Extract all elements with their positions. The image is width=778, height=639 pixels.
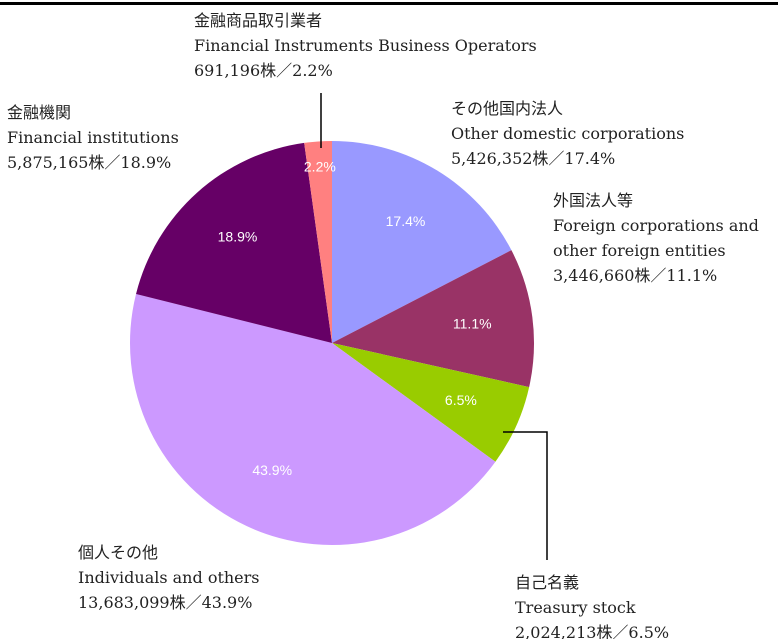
category-name-en: Treasury stock bbox=[515, 598, 636, 617]
category-name: 外国法人等 bbox=[553, 191, 634, 210]
slice-label: 6.5% bbox=[445, 392, 477, 408]
category-name-en: Financial institutions bbox=[7, 128, 179, 147]
category-name: 金融機関 bbox=[7, 103, 72, 122]
share-label: 5,426,352株／17.4% bbox=[451, 149, 616, 168]
slice-label: 2.2% bbox=[304, 158, 336, 174]
category-label: その他国内法人 Other domestic corporations 5,426,… bbox=[451, 96, 684, 171]
pie-slice bbox=[332, 343, 530, 462]
slice-label: 43.9% bbox=[252, 462, 292, 478]
category-name-en: Financial Instruments Business Operators bbox=[194, 36, 537, 55]
slice-label: 17.4% bbox=[386, 213, 426, 229]
category-label: 金融機関 Financial institutions 5,875,165株／18.… bbox=[7, 100, 179, 175]
category-label: 自己名義 Treasury stock 2,024,213株／6.5% bbox=[515, 570, 669, 639]
category-name: 金融商品取引業者 bbox=[194, 11, 323, 30]
category-label: 金融商品取引業者 Financial Instruments Business O… bbox=[194, 8, 537, 83]
leader-line bbox=[503, 431, 548, 560]
pie-slice bbox=[136, 142, 332, 343]
share-label: 691,196株／2.2% bbox=[194, 61, 333, 80]
category-label: 個人その他 Individuals and others 13,683,099株／4… bbox=[78, 540, 260, 615]
pie-slice bbox=[332, 250, 534, 388]
pie-slice bbox=[304, 141, 332, 343]
category-name: その他国内法人 bbox=[451, 99, 564, 118]
category-name: 自己名義 bbox=[515, 573, 580, 592]
pie-slice bbox=[129, 293, 496, 545]
slice-label: 11.1% bbox=[453, 316, 492, 332]
category-name-en: Foreign corporations and other foreign e… bbox=[553, 216, 759, 260]
category-name-en: Individuals and others bbox=[78, 568, 260, 587]
top-rule bbox=[0, 2, 778, 5]
pie-slice bbox=[332, 141, 512, 343]
category-label: 外国法人等 Foreign corporations and other fore… bbox=[553, 188, 778, 288]
share-label: 3,446,660株／11.1% bbox=[553, 266, 718, 285]
share-label: 2,024,213株／6.5% bbox=[515, 623, 670, 639]
slice-label: 18.9% bbox=[218, 229, 258, 245]
share-label: 5,875,165株／18.9% bbox=[7, 153, 172, 172]
share-label: 13,683,099株／43.9% bbox=[78, 593, 253, 612]
category-name-en: Other domestic corporations bbox=[451, 124, 685, 143]
category-name: 個人その他 bbox=[78, 543, 159, 562]
